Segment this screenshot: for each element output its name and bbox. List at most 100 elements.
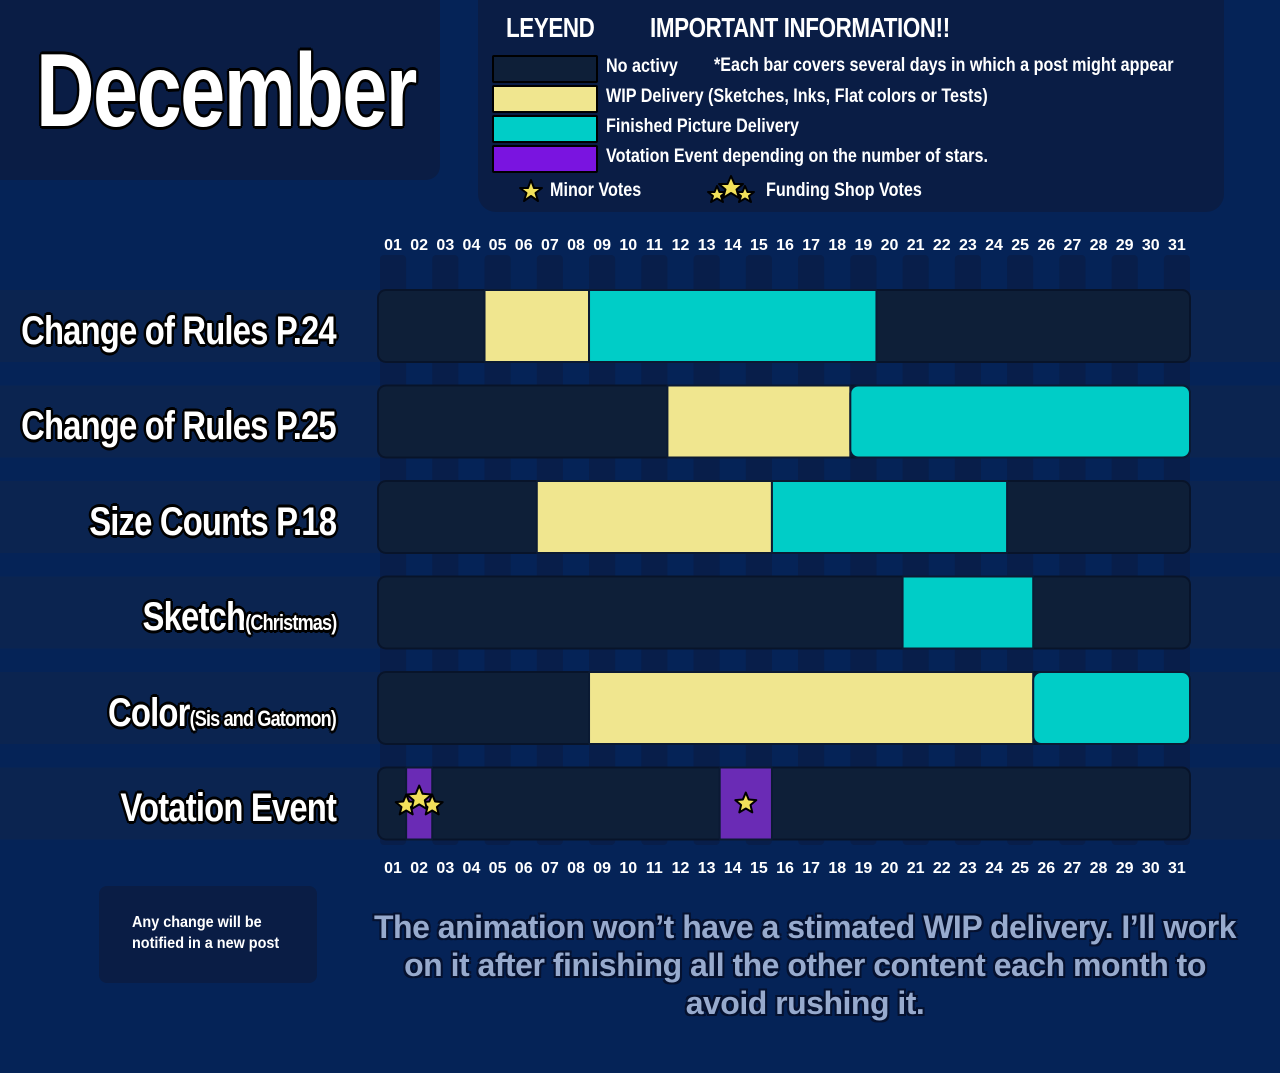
day-tick-label: 15 [750,237,768,254]
row-label-main: Color [108,691,190,735]
day-tick-label: 20 [881,860,899,877]
day-tick-label: 26 [1037,237,1055,254]
day-tick-label: 10 [619,237,637,254]
day-tick-label: 27 [1064,237,1082,254]
bar-wip [588,671,1035,745]
day-tick-label: 16 [776,237,794,254]
row-label-color: Color(Sis and Gatomon) [108,688,337,744]
day-tick-label: 10 [619,860,637,877]
bar-no-activity [377,766,1191,841]
chart-rows [377,289,1192,841]
month-title: December [36,33,417,149]
day-tick-label: 19 [854,237,872,254]
row-label-main: Size Counts P.18 [89,500,337,544]
day-tick-label: 01 [384,860,402,877]
day-tick-label: 11 [646,860,663,877]
legend-panel: LEYEND IMPORTANT INFORMATION!! No activy… [478,0,1224,212]
legend-label-finished: Finished Picture Delivery [606,116,799,137]
day-tick-label: 24 [985,860,1003,877]
day-tick-label: 04 [463,860,481,877]
chart-row [377,384,1191,459]
day-tick-label: 17 [802,860,820,877]
day-tick-label: 03 [436,860,454,877]
day-tick-label: 27 [1064,860,1082,877]
day-tick-label: 09 [593,237,611,254]
row-label-main: Sketch [142,595,245,639]
day-tick-label: 04 [463,237,481,254]
legend-swatch-finished [492,115,598,143]
top-day-axis: 01 02 03 04 05 06 07 08 09 10 11 12 13 14 15 16 17 18 19 20… [384,237,1186,254]
row-label-main: Change of Rules P.24 [21,309,337,353]
day-tick-label: 08 [567,237,585,254]
day-tick-label: 21 [907,860,925,877]
day-tick-label: 25 [1011,237,1029,254]
day-tick-label: 03 [436,237,454,254]
row-label-size-counts: Size Counts P.18 [89,497,337,547]
legend-label-vote: Votation Event depending on the number o… [606,146,988,167]
triple-star-icon [707,175,755,203]
day-tick-label: 07 [541,860,559,877]
bar-coverage-note: *Each bar covers several days in which a… [714,55,1174,76]
day-tick-label: 01 [384,237,402,254]
chart-row [377,289,1191,363]
row-label-rules-p24: Change of Rules P.24 [21,306,337,356]
day-tick-label: 13 [698,860,716,877]
funding-votes-label: Funding Shop Votes [766,180,922,201]
legend-title: LEYEND [506,12,595,43]
day-tick-label: 16 [776,860,794,877]
day-tick-label: 23 [959,860,977,877]
day-tick-label: 02 [410,237,428,254]
bottom-day-axis: 01 02 03 04 05 06 07 08 09 10 11 12 13 14 15 16 17 18 19 20… [384,860,1186,877]
chart-row [377,575,1191,650]
legend-swatch-vote [492,145,598,173]
bar-finished [770,480,1009,554]
day-tick-label: 06 [515,237,533,254]
day-tick-label: 29 [1116,237,1134,254]
bar-wip [483,289,591,363]
day-tick-label: 22 [933,237,951,254]
legend-swatch-wip [492,85,598,113]
legend-swatch-none [492,55,598,83]
day-tick-label: 02 [410,860,428,877]
day-tick-label: 11 [646,237,663,254]
minor-votes-label: Minor Votes [550,180,642,201]
chart-row [377,671,1192,745]
day-tick-label: 14 [724,860,742,877]
legend-label-wip: WIP Delivery (Sketches, Inks, Flat color… [606,86,988,107]
day-tick-label: 09 [593,860,611,877]
day-tick-label: 29 [1116,860,1134,877]
day-tick-label: 28 [1090,237,1108,254]
day-tick-label: 23 [959,237,977,254]
bar-finished [901,575,1035,650]
change-note-box: Any change will be notified in a new pos… [99,886,317,983]
single-star-icon [519,179,543,202]
single-star-icon [734,791,758,814]
row-label-sub: (Sis and Gatomon) [189,706,337,731]
triple-star-icon [394,784,444,816]
day-tick-label: 18 [828,860,846,877]
day-tick-label: 20 [881,237,899,254]
bar-no-activity [377,575,1191,650]
bar-wip [535,480,773,554]
day-tick-label: 05 [489,860,507,877]
day-tick-label: 22 [933,860,951,877]
info-title: IMPORTANT INFORMATION!! [650,12,950,43]
bar-finished [849,384,1191,459]
day-tick-label: 24 [985,237,1003,254]
row-label-main: Change of Rules P.25 [21,404,337,448]
row-label-sketch: Sketch(Christmas) [142,592,337,648]
day-tick-label: 05 [489,237,507,254]
day-tick-label: 06 [515,860,533,877]
row-label-votation: Votation Event [120,783,337,833]
row-label-sub: (Christmas) [244,610,337,635]
day-tick-label: 12 [672,237,690,254]
day-tick-label: 15 [750,860,768,877]
day-tick-label: 19 [854,860,872,877]
day-tick-label: 08 [567,860,585,877]
day-tick-label: 07 [541,237,559,254]
row-label-main: Votation Event [120,786,337,830]
day-tick-label: 26 [1037,860,1055,877]
bar-finished [588,289,878,363]
change-note: Any change will be notified in a new pos… [132,914,280,952]
